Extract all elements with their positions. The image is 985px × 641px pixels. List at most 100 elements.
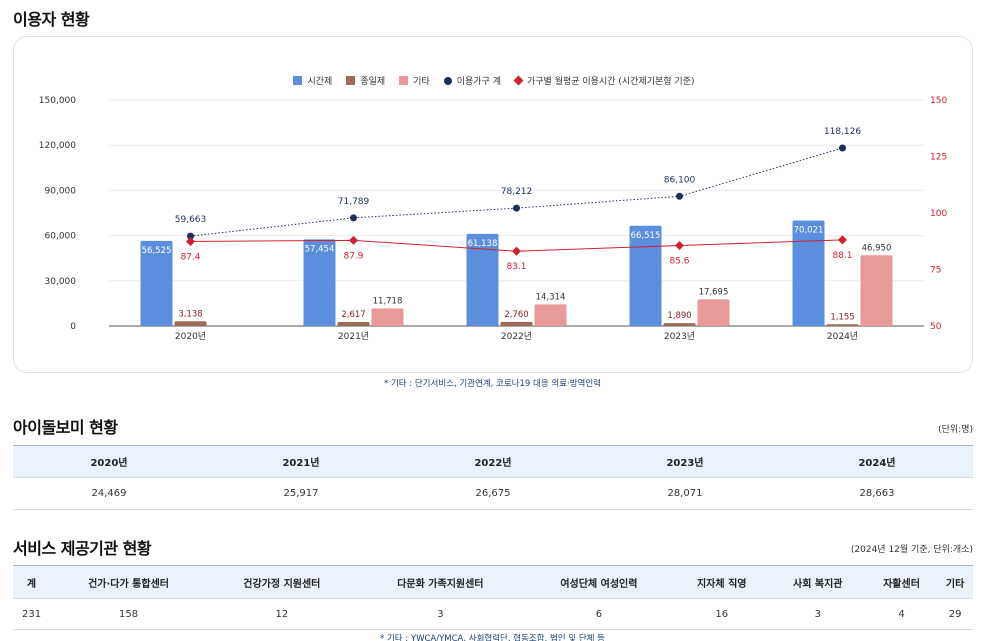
point-total-households — [676, 192, 683, 200]
caregivers-cell-3: 28,071 — [589, 477, 781, 510]
providers-cell-1: 158 — [50, 598, 208, 630]
bar-label: 57,454 — [305, 244, 335, 254]
bar-기타-2024년 — [860, 255, 893, 326]
bar-종일제-2022년 — [500, 321, 533, 326]
y-left-tick: 150,000 — [39, 96, 76, 106]
bar-label: 11,718 — [373, 296, 403, 306]
bar-기타-2022년 — [534, 304, 567, 326]
point-label: 85.6 — [669, 257, 689, 267]
y-right-tick: 50 — [930, 322, 942, 332]
point-label: 83.1 — [506, 262, 526, 272]
bar-label: 61,138 — [468, 239, 498, 249]
providers-header-5: 지자체 직영 — [673, 565, 770, 599]
providers-table: 계 건가·다가 통합센터 건강가정 지원센터 다문화 가족지원센터 여성단체 여성인력 지… — [13, 565, 973, 630]
y-right-tick: 150 — [930, 96, 947, 106]
x-tick-label: 2021년 — [338, 331, 369, 342]
legend-label: 시간제 — [307, 77, 333, 87]
legend-item: 종일제 — [346, 74, 385, 87]
bar-기타-2021년 — [371, 308, 404, 326]
bar-label: 2,617 — [341, 310, 365, 320]
bar-label: 3,138 — [178, 309, 202, 319]
y-right-tick: 125 — [930, 153, 947, 163]
providers-cell-0: 231 — [13, 598, 51, 630]
point-avg-hours — [838, 235, 847, 245]
legend-item: 이용가구 계 — [443, 74, 501, 87]
providers-footnote: * 기타 : YWCA/YMCA, 사회협력단, 협동조합, 법인 및 단체 등 — [380, 634, 605, 641]
providers-cell-6: 3 — [769, 598, 866, 630]
point-total-households — [187, 232, 194, 240]
chart-footnote: * 기타 : 단기서비스, 기관연계, 코로나19 대응 의료·방역인력 — [384, 379, 601, 389]
legend-label: 종일제 — [360, 77, 386, 87]
caregivers-cell-1: 25,917 — [205, 477, 397, 510]
point-label: 78,212 — [501, 187, 533, 197]
section-title-users: 이용자 현황 — [13, 10, 90, 29]
caregivers-header-4: 2024년 — [781, 445, 973, 478]
caregivers-header-3: 2023년 — [589, 445, 781, 478]
bar-종일제-2021년 — [337, 322, 370, 326]
y-left-tick: 120,000 — [39, 141, 76, 151]
point-label: 118,126 — [824, 127, 861, 137]
point-label: 86,100 — [664, 175, 696, 185]
providers-cell-8: 29 — [937, 598, 973, 630]
bar-시간제-2022년 — [466, 233, 499, 326]
point-label: 71,789 — [338, 197, 370, 207]
x-tick-label: 2024년 — [827, 331, 858, 342]
caregivers-header-2: 2022년 — [397, 445, 589, 478]
bar-label: 2,760 — [504, 310, 528, 320]
bar-종일제-2024년 — [826, 324, 859, 326]
providers-cell-4: 6 — [524, 598, 674, 630]
point-total-households — [350, 214, 357, 222]
legend-label: 기타 — [413, 77, 430, 87]
bar-시간제-2023년 — [629, 225, 662, 326]
caregivers-unit: (단위:명) — [938, 425, 973, 435]
caregivers-cell-0: 24,469 — [13, 477, 205, 510]
bar-시간제-2021년 — [303, 239, 336, 326]
point-avg-hours — [512, 246, 521, 256]
point-label: 87.9 — [343, 251, 363, 261]
point-avg-hours — [675, 241, 684, 251]
x-tick-label: 2023년 — [664, 331, 695, 342]
section-title-caregivers: 아이돌보미 현황 — [13, 418, 118, 437]
providers-header-0: 계 — [13, 565, 51, 599]
point-label: 88.1 — [832, 251, 852, 261]
y-left-tick: 0 — [70, 322, 76, 332]
bar-시간제-2024년 — [792, 220, 825, 326]
chart-legend: 시간제 종일제 기타 이용가구 계 가구별 월평균 이용시간 (시간제기본형 기준) — [14, 74, 974, 87]
bar-종일제-2020년 — [174, 321, 207, 326]
y-left-tick: 30,000 — [45, 277, 77, 287]
bar-label: 70,021 — [794, 226, 824, 236]
users-chart: 0 30,000 60,000 90,000 120,000 150,000 50 75 100… — [39, 96, 948, 342]
y-left-tick: 60,000 — [45, 232, 77, 242]
point-label: 59,663 — [175, 215, 207, 225]
point-avg-hours — [186, 236, 195, 246]
providers-header-6: 사회 복지관 — [769, 565, 866, 599]
caregivers-table: 2020년 2021년 2022년 2023년 2024년 24,469 25,917 26… — [13, 445, 973, 510]
legend-label: 이용가구 계 — [456, 77, 501, 87]
legend-marker — [399, 76, 409, 85]
providers-header-1: 건가·다가 통합센터 — [50, 565, 208, 599]
line-total-households — [190, 147, 843, 237]
bar-label: 56,525 — [142, 246, 172, 256]
caregivers-header-1: 2021년 — [205, 445, 397, 478]
bar-기타-2023년 — [697, 299, 730, 326]
caregivers-cell-4: 28,663 — [781, 477, 973, 510]
bar-label: 14,314 — [536, 292, 566, 302]
legend-label: 가구별 월평균 이용시간 (시간제기본형 기준) — [527, 77, 695, 87]
legend-item: 시간제 — [293, 74, 332, 87]
providers-cell-3: 3 — [356, 598, 525, 630]
providers-header-2: 건강가정 지원센터 — [207, 565, 357, 599]
legend-marker — [443, 76, 452, 85]
providers-header-3: 다문화 가족지원센터 — [356, 565, 525, 599]
y-right-tick: 75 — [930, 266, 941, 276]
providers-header-4: 여성단체 여성인력 — [524, 565, 674, 599]
caregivers-header-0: 2020년 — [13, 445, 205, 478]
providers-unit: (2024년 12월 기준, 단위:개소) — [850, 545, 973, 555]
x-tick-label: 2020년 — [175, 331, 206, 342]
bar-label: 17,695 — [699, 287, 729, 297]
y-right-tick: 100 — [930, 209, 947, 219]
point-total-households — [839, 144, 846, 152]
y-left-tick: 90,000 — [45, 186, 77, 196]
legend-item: 가구별 월평균 이용시간 (시간제기본형 기준) — [513, 74, 695, 87]
providers-header-8: 기타 — [937, 565, 973, 599]
providers-cell-5: 16 — [673, 598, 770, 630]
